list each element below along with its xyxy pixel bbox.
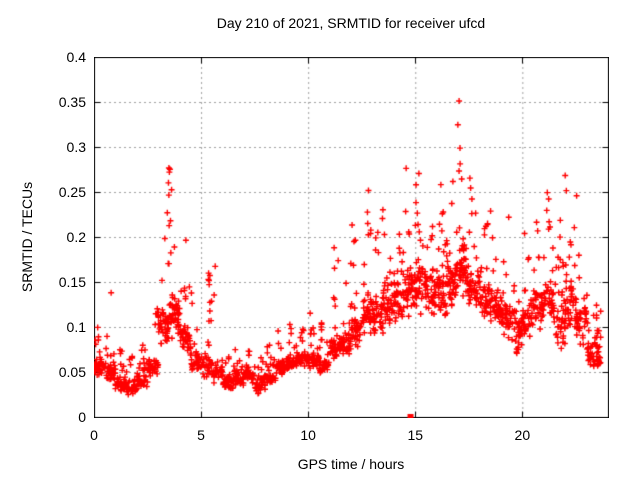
y-tick-label: 0.25: [58, 184, 86, 200]
y-tick-label: 0.35: [58, 94, 86, 110]
x-tick-label: 10: [300, 427, 316, 443]
y-tick-label: 0.3: [66, 139, 86, 155]
chart-title: Day 210 of 2021, SRMTID for receiver ufc…: [216, 15, 486, 31]
x-tick-label: 5: [197, 427, 205, 443]
y-tick-label: 0.05: [58, 364, 86, 380]
x-axis-label: GPS time / hours: [297, 456, 405, 472]
y-tick-label: 0.15: [58, 274, 86, 290]
scatter-plot-canvas: [94, 57, 609, 418]
y-tick-label: 0: [78, 409, 86, 425]
y-tick-label: 0.2: [66, 229, 86, 245]
x-tick-label: 20: [514, 427, 531, 443]
y-tick-label: 0.4: [66, 49, 86, 65]
x-tick-label: 15: [407, 427, 424, 443]
y-tick-label: 0.1: [66, 319, 86, 335]
x-tick-label: 0: [90, 427, 98, 443]
